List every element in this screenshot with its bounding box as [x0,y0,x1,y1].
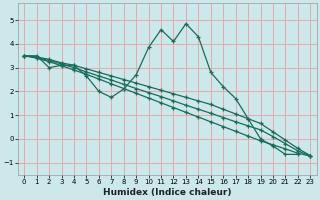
X-axis label: Humidex (Indice chaleur): Humidex (Indice chaleur) [103,188,232,197]
